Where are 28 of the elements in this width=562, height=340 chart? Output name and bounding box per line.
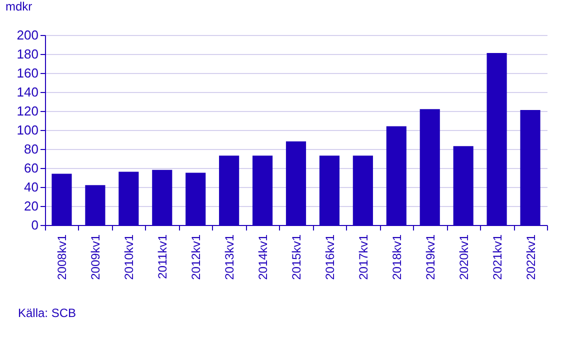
x-tick-label: 2015kv1 <box>290 234 304 280</box>
y-tick-label: 200 <box>16 28 38 42</box>
y-tick-label: 100 <box>16 122 38 138</box>
y-tick-label: 80 <box>24 142 38 156</box>
x-tick-label: 2021kv1 <box>490 234 504 280</box>
y-axis-title: mdkr <box>6 0 32 14</box>
x-tick-label: 2020kv1 <box>456 234 471 280</box>
y-tick-label: 120 <box>16 104 38 118</box>
x-tick-label: 2008kv1 <box>55 234 70 280</box>
x-tick-label: 2009kv1 <box>88 234 103 280</box>
x-tick-label: 2016kv1 <box>322 234 337 280</box>
x-tick-label: 2022kv1 <box>524 234 538 280</box>
x-tick-label: 2011kv1 <box>156 234 170 279</box>
x-tick-label: 2013kv1 <box>222 234 237 280</box>
x-tick-label: 2019kv1 <box>423 234 438 280</box>
y-tick-label: 180 <box>16 46 38 62</box>
y-tick-label: 20 <box>24 198 38 214</box>
x-tick-label: 2010kv1 <box>122 234 136 280</box>
text: Källa: SCB <box>18 306 76 320</box>
y-tick-label: 40 <box>24 180 38 194</box>
x-tick-label: 2012kv1 <box>189 234 204 280</box>
y-tick-label: 0 <box>31 218 38 232</box>
y-tick-label: 140 <box>16 84 38 100</box>
x-tick-label: 2018kv1 <box>390 234 404 280</box>
y-tick-label: 160 <box>16 66 38 80</box>
y-tick-label: 60 <box>24 160 38 176</box>
x-tick-label: 2017kv1 <box>356 234 370 280</box>
x-tick-label: 2014kv1 <box>256 234 270 280</box>
